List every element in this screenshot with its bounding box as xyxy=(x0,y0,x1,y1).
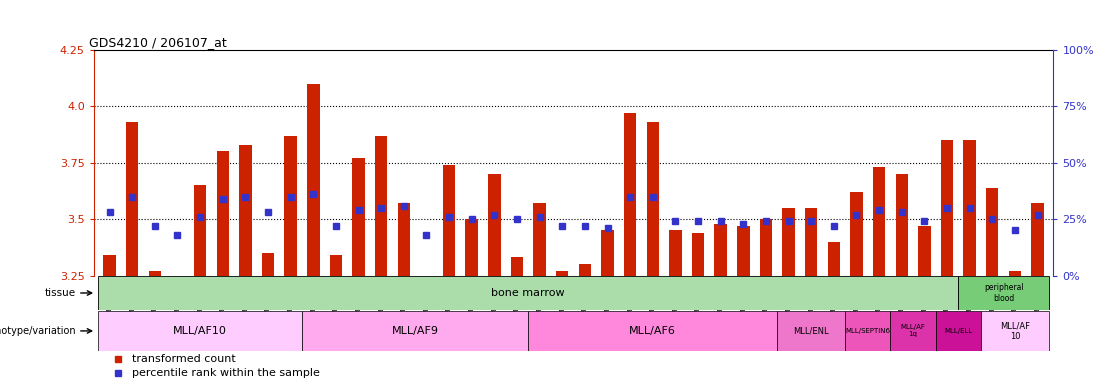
Text: MLL/AF9: MLL/AF9 xyxy=(392,326,439,336)
Bar xyxy=(534,204,546,276)
Bar xyxy=(737,226,750,276)
Bar xyxy=(556,271,568,276)
Text: bone marrow: bone marrow xyxy=(492,288,565,298)
Bar xyxy=(601,230,613,276)
Bar xyxy=(216,151,229,276)
Bar xyxy=(171,276,184,280)
Bar xyxy=(981,311,1049,351)
Text: tissue: tissue xyxy=(44,288,76,298)
Bar xyxy=(782,208,795,276)
Bar xyxy=(261,253,275,276)
Text: MLL/AF10: MLL/AF10 xyxy=(173,326,227,336)
Bar xyxy=(692,233,704,276)
Bar xyxy=(827,242,840,276)
Text: MLL/ELL: MLL/ELL xyxy=(944,328,973,334)
Bar xyxy=(528,311,778,351)
Text: MLL/AF6: MLL/AF6 xyxy=(630,326,676,336)
Bar xyxy=(375,136,387,276)
Bar xyxy=(850,192,863,276)
Bar xyxy=(352,158,365,276)
Bar xyxy=(302,311,528,351)
Text: transformed count: transformed count xyxy=(132,354,236,364)
Bar xyxy=(1008,271,1021,276)
Text: MLL/AF
10: MLL/AF 10 xyxy=(1000,321,1030,341)
Bar xyxy=(986,187,998,276)
Bar xyxy=(579,264,591,276)
Text: peripheral
blood: peripheral blood xyxy=(984,283,1024,303)
Text: percentile rank within the sample: percentile rank within the sample xyxy=(132,368,320,378)
Bar xyxy=(104,255,116,276)
Bar xyxy=(307,84,320,276)
Text: GDS4210 / 206107_at: GDS4210 / 206107_at xyxy=(89,36,227,49)
Bar xyxy=(149,271,161,276)
Bar xyxy=(890,311,935,351)
Bar xyxy=(126,122,139,276)
Bar xyxy=(511,258,523,276)
Bar xyxy=(935,311,981,351)
Text: MLL/AF
1q: MLL/AF 1q xyxy=(901,324,925,338)
Bar xyxy=(397,204,410,276)
Bar xyxy=(646,122,658,276)
Bar xyxy=(872,167,886,276)
Bar xyxy=(760,219,772,276)
Bar xyxy=(465,219,478,276)
Bar xyxy=(918,226,931,276)
Bar xyxy=(420,276,432,280)
Bar xyxy=(959,276,1049,310)
Bar xyxy=(1031,204,1043,276)
Bar xyxy=(845,311,890,351)
Bar xyxy=(194,185,206,276)
Bar xyxy=(239,145,251,276)
Bar xyxy=(778,311,845,351)
Bar xyxy=(896,174,908,276)
Text: MLL/SEPTIN6: MLL/SEPTIN6 xyxy=(845,328,890,334)
Bar xyxy=(670,230,682,276)
Text: MLL/ENL: MLL/ENL xyxy=(793,326,829,336)
Bar xyxy=(805,208,817,276)
Bar xyxy=(941,140,953,276)
Bar xyxy=(489,174,501,276)
Bar xyxy=(330,255,342,276)
Bar xyxy=(963,140,976,276)
Bar xyxy=(715,223,727,276)
Bar xyxy=(285,136,297,276)
Bar xyxy=(98,276,959,310)
Bar xyxy=(624,113,636,276)
Bar xyxy=(98,311,302,351)
Bar xyxy=(443,165,456,276)
Text: genotype/variation: genotype/variation xyxy=(0,326,76,336)
